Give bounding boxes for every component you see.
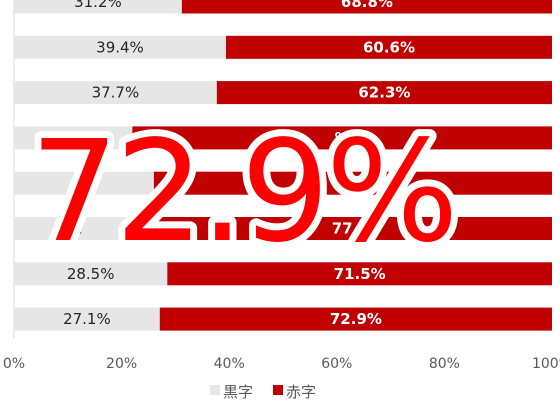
- data-label-black-7: 28.5%: [67, 265, 115, 283]
- bar-black-1: [14, 0, 182, 14]
- bar-black-3: [14, 81, 217, 105]
- data-label-black-8: 27.1%: [63, 310, 111, 328]
- legend: 黒字 赤字: [210, 383, 316, 401]
- bar-black-5: [14, 171, 154, 195]
- data-label-black-6: 22: [64, 220, 83, 238]
- bar-black-4: [14, 126, 133, 150]
- bar-labels-group: 31.2% 68.8% 39.4% 60.6% 37.7% 62.3%% 2 % 22 77 28.…: [63, 0, 415, 328]
- data-label-black-3: 37.7%: [92, 84, 140, 102]
- data-label-red-5: %: [345, 174, 360, 192]
- data-label-black-2: 39.4%: [96, 38, 144, 56]
- data-label-black-1: 31.2%: [74, 0, 122, 11]
- bar-black-2: [14, 35, 226, 59]
- legend-label-black: 黒字: [223, 383, 253, 401]
- x-tick-label-5: 80%: [429, 356, 460, 372]
- x-tick-label-1: 0%: [3, 356, 25, 372]
- x-tick-labels: 0% 20% 40% 60% 80% 100%: [3, 356, 560, 372]
- data-label-black-5: 2: [79, 174, 89, 192]
- data-label-red-7: 71.5%: [334, 265, 386, 283]
- bar-black-7: [14, 262, 168, 286]
- bar-red-1: [181, 0, 552, 14]
- bar-black-8: [14, 307, 160, 331]
- data-label-red-2: 60.6%: [363, 38, 415, 56]
- legend-label-red: 赤字: [286, 383, 316, 401]
- bar-red-6: [132, 217, 553, 240]
- data-label-red-8: 72.9%: [330, 310, 382, 328]
- bar-red-5: [153, 171, 552, 195]
- bar-red-8: [159, 307, 552, 331]
- data-label-red-4: %: [335, 129, 350, 147]
- data-label-red-1: 68.8%: [341, 0, 393, 11]
- x-tick-label-2: 20%: [106, 356, 137, 372]
- bar-red-2: [225, 35, 553, 59]
- bar-red-7: [167, 262, 552, 286]
- overlay-percentage-text: 72.9%: [30, 111, 455, 274]
- x-tick-label-6: 100%: [532, 356, 560, 372]
- legend-swatch-black: [210, 385, 220, 395]
- bars-group: [14, 0, 553, 331]
- x-tick-label-3: 40%: [214, 356, 245, 372]
- bar-red-3: [216, 81, 553, 105]
- data-label-red-6: 77: [332, 220, 353, 238]
- data-label-red-3: 62.3%: [358, 84, 410, 102]
- bar-black-6: [14, 217, 133, 240]
- legend-swatch-red: [273, 385, 283, 395]
- x-tick-label-4: 60%: [321, 356, 352, 372]
- bar-red-4: [132, 126, 553, 150]
